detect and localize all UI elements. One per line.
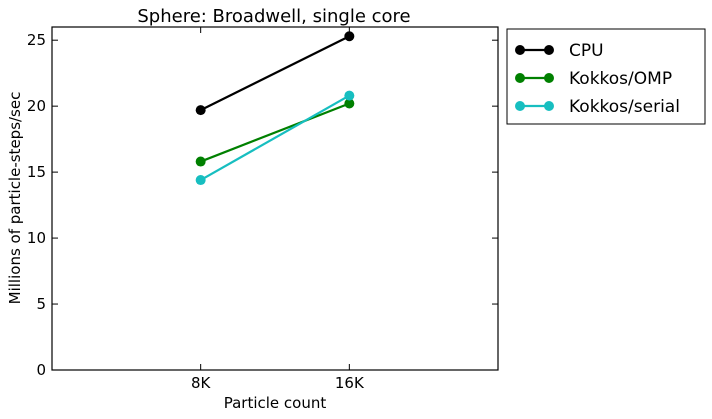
y-tick-label: 20 bbox=[27, 97, 46, 115]
legend-label-kokkos-omp: Kokkos/OMP bbox=[569, 69, 672, 89]
series-line-cpu bbox=[200, 35, 350, 112]
x-axis-label: Particle count bbox=[224, 394, 327, 412]
y-axis-label: Millions of particle-steps/sec bbox=[6, 92, 24, 305]
data-point-kokkos-omp bbox=[344, 98, 355, 109]
x-tick-label: 16K bbox=[335, 374, 365, 392]
data-point-kokkos-serial bbox=[344, 90, 355, 101]
data-point-kokkos-serial bbox=[195, 175, 206, 186]
legend-label-kokkos-serial: Kokkos/serial bbox=[569, 97, 680, 117]
y-tick-label: 15 bbox=[27, 163, 46, 181]
legend-label-cpu: CPU bbox=[569, 41, 604, 61]
y-axis: 0 5 10 15 20 25 bbox=[27, 31, 498, 379]
y-tick-label: 5 bbox=[36, 295, 46, 313]
legend-marker-kokkos-omp bbox=[515, 73, 525, 83]
y-tick-label: 25 bbox=[27, 31, 46, 49]
series-line-kokkos-omp bbox=[200, 102, 350, 163]
data-point-kokkos-omp bbox=[195, 156, 206, 167]
x-tick-label: 8K bbox=[191, 374, 212, 392]
data-point-cpu bbox=[195, 105, 206, 116]
chart-title: Sphere: Broadwell, single core bbox=[137, 6, 410, 27]
y-tick-label: 10 bbox=[27, 229, 46, 247]
y-tick-label: 0 bbox=[36, 361, 46, 379]
legend-marker-cpu bbox=[515, 45, 525, 55]
legend-marker-cpu bbox=[544, 45, 554, 55]
legend-marker-kokkos-omp bbox=[544, 73, 554, 83]
legend: CPU Kokkos/OMP Kokkos/serial bbox=[506, 28, 706, 125]
plot-area bbox=[51, 26, 499, 371]
legend-marker-kokkos-serial bbox=[515, 101, 525, 111]
series-layer bbox=[195, 31, 355, 186]
legend-marker-kokkos-serial bbox=[544, 101, 554, 111]
x-axis: 8K 16K bbox=[191, 27, 365, 392]
data-point-cpu bbox=[344, 31, 355, 42]
legend-frame bbox=[506, 28, 706, 125]
series-line-kokkos-serial bbox=[200, 94, 350, 181]
